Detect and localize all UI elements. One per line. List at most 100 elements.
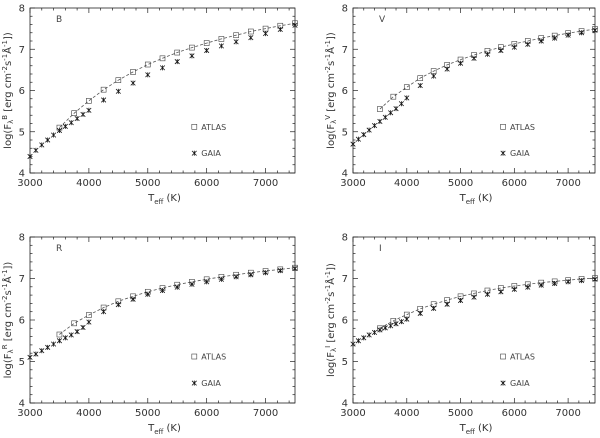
gaia-point <box>56 338 63 344</box>
gaia-point <box>350 141 356 147</box>
gaia-point <box>189 281 195 287</box>
gaia-point <box>538 38 544 44</box>
atlas-point <box>390 93 397 100</box>
gaia-point <box>371 122 378 129</box>
y-axis-title: log(FλI [erg cm-2s-1Å-1]) <box>324 263 338 377</box>
gaia-point <box>292 22 298 28</box>
gaia-point <box>74 115 80 122</box>
y-tick-label: 5 <box>342 357 348 368</box>
series-gaia <box>350 276 598 347</box>
x-tick-label: 4000 <box>76 178 101 189</box>
gaia-point <box>525 41 531 47</box>
y-tick-label: 7 <box>342 45 348 56</box>
gaia-point <box>457 60 464 66</box>
gaia-point <box>68 120 74 126</box>
atlas-point <box>189 44 195 51</box>
gaia-point <box>159 65 166 71</box>
x-tick-label: 4000 <box>76 408 101 419</box>
x-tick-label: 4000 <box>394 178 419 189</box>
gaia-point <box>457 297 464 304</box>
gaia-point <box>404 95 410 101</box>
legend-gaia-label: GAIA <box>201 149 221 158</box>
x-tick-label: 3000 <box>17 178 42 189</box>
series-atlas <box>377 275 598 332</box>
y-axis-title: log(FλB [erg cm-2s-1Å-1]) <box>1 32 15 149</box>
gaia-point <box>388 323 394 329</box>
legend-atlas-marker <box>500 353 506 360</box>
gaia-point <box>366 332 372 338</box>
y-tick-label: 4 <box>19 399 25 410</box>
gaia-point <box>248 272 254 278</box>
gaia-point <box>498 47 504 54</box>
gaia-point <box>33 147 39 153</box>
gaia-point <box>62 335 68 341</box>
gaia-point <box>511 286 517 292</box>
gaia-point <box>233 39 239 45</box>
gaia-point <box>145 72 151 78</box>
legend: ATLAS GAIA <box>500 123 535 158</box>
series-atlas <box>377 26 598 112</box>
gaia-point <box>115 88 121 94</box>
legend-gaia-marker <box>500 380 506 386</box>
gaia-point <box>361 335 367 341</box>
x-tick-label: 5000 <box>135 408 160 419</box>
gaia-point <box>218 43 224 49</box>
atlas-point <box>86 98 92 104</box>
series-gaia <box>27 265 298 360</box>
gaia-point <box>277 26 283 33</box>
gaia-point <box>431 73 437 79</box>
gaia-point <box>578 277 585 284</box>
gaia-point <box>592 27 598 33</box>
gaia-point <box>355 136 361 142</box>
x-tick-label: 5000 <box>448 408 473 419</box>
legend-atlas-marker <box>500 124 506 130</box>
atlas-point <box>233 32 239 39</box>
legend-atlas-label: ATLAS <box>510 353 535 362</box>
gaia-point <box>484 291 491 297</box>
atlas-point <box>377 106 383 112</box>
x-tick-label: 3000 <box>340 178 365 189</box>
legend-gaia-label: GAIA <box>201 379 221 388</box>
gaia-point <box>27 354 33 360</box>
atlas-point <box>71 110 77 116</box>
gaia-point <box>101 97 107 103</box>
gaia-point <box>417 310 423 316</box>
atlas-curve <box>59 22 296 128</box>
gaia-point <box>484 51 491 57</box>
y-tick-label: 5 <box>342 127 348 138</box>
atlas-point <box>390 318 397 324</box>
gaia-point <box>130 296 136 302</box>
atlas-curve <box>59 267 296 335</box>
atlas-point <box>100 86 107 93</box>
gaia-point <box>404 316 410 322</box>
y-tick-label: 5 <box>19 357 25 368</box>
gaia-point <box>592 276 598 282</box>
y-tick-label: 8 <box>19 4 25 15</box>
x-tick-label: 7000 <box>555 408 580 419</box>
x-tick-label: 5000 <box>448 178 473 189</box>
gaia-point <box>248 35 254 41</box>
gaia-point <box>204 47 210 54</box>
x-tick-label: 7000 <box>253 408 278 419</box>
gaia-point <box>377 118 383 125</box>
x-axis-title: Teff (K) <box>459 423 493 436</box>
legend-atlas-label: ATLAS <box>510 123 535 132</box>
gaia-point <box>174 59 180 65</box>
gaia-point <box>86 107 92 113</box>
gaia-point <box>417 82 423 89</box>
gaia-point <box>233 274 239 280</box>
plot-frame <box>29 7 296 174</box>
atlas-point <box>417 305 424 312</box>
gaia-point <box>525 284 531 290</box>
atlas-point <box>159 55 166 62</box>
legend-atlas-marker <box>191 353 198 360</box>
legend-gaia-label: GAIA <box>510 149 530 158</box>
gaia-point <box>68 332 74 338</box>
gaia-point <box>189 53 195 59</box>
gaia-point <box>115 302 121 308</box>
atlas-curve <box>379 28 596 110</box>
x-tick-label: 6000 <box>194 178 219 189</box>
atlas-point <box>203 40 210 46</box>
gaia-point <box>39 348 45 354</box>
